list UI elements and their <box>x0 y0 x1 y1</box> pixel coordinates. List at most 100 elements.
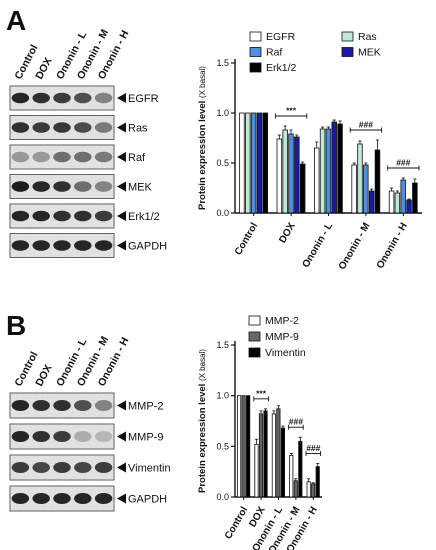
sig-label-0: *** <box>286 106 297 116</box>
band-mmp-2-2 <box>32 400 50 411</box>
band-mmp-9-5 <box>94 431 113 442</box>
band-mek-3 <box>53 181 71 192</box>
blot-label-mmp-9: MMP-9 <box>128 432 163 444</box>
band-gapdh-3 <box>53 240 71 251</box>
x-tick-label-ononin-l: Ononin - L <box>301 221 336 270</box>
band-mmp-9-4 <box>74 431 92 442</box>
bar-mmp-9-dox <box>258 413 264 498</box>
band-mek-2 <box>32 181 50 192</box>
band-mmp-2-3 <box>53 400 71 411</box>
y-tick-label-0-0: 0.0 <box>216 208 229 218</box>
legend-swatch-vimentin <box>248 347 261 358</box>
y-axis-title-text: Protein expression level <box>197 98 208 210</box>
blot-egfr: EGFR <box>9 85 159 111</box>
band-mmp-9-3 <box>53 431 71 442</box>
blot-label-mmp-2: MMP-2 <box>128 401 163 413</box>
sig-label-1: ### <box>289 417 303 427</box>
y-tick-label-1-5: 1.5 <box>216 340 229 350</box>
legend-swatch-mek <box>341 47 354 57</box>
band-ras-3 <box>53 122 71 133</box>
panel-b-blots: MMP-2 MMP-9 Vimentin GAPDH <box>9 392 171 512</box>
sig-label-1: ### <box>359 120 373 130</box>
y-axis-title-unit: (X basal) <box>198 66 207 98</box>
band-vimentin-3 <box>53 462 71 473</box>
legend-swatch-erk1-2 <box>249 62 262 73</box>
band-mmp-9-1 <box>11 431 30 442</box>
blot-arrow-mmp-2 <box>117 400 126 411</box>
legend-swatch-egfr <box>249 31 262 42</box>
y-tick-label-0-5: 0.5 <box>216 158 229 168</box>
bar-raf-ononin-h <box>400 179 406 214</box>
legend-swatch-mmp-9 <box>248 331 261 342</box>
band-vimentin-2 <box>32 462 50 473</box>
bar-mmp-9-ononin-m <box>293 480 298 498</box>
band-gapdh-4 <box>74 493 92 504</box>
blot-arrow-gapdh <box>117 493 126 504</box>
y-tick-label-1-5: 1.5 <box>216 58 229 68</box>
sig-label-2: ### <box>396 158 410 168</box>
y-tick-label-0-5: 0.5 <box>216 441 229 451</box>
band-gapdh-1 <box>11 493 30 504</box>
bar-ras-ononin-h <box>394 192 401 214</box>
band-ras-4 <box>74 122 92 133</box>
y-tick-label-1-0: 1.0 <box>216 108 229 118</box>
y-axis-title-unit: (X basal) <box>198 349 207 381</box>
blot-arrow-erk1-2 <box>117 211 126 221</box>
band-vimentin-5 <box>94 462 113 473</box>
bar-mmp-2-ononin-h <box>306 481 311 498</box>
sig-label-0: *** <box>256 388 267 398</box>
band-gapdh-2 <box>32 493 50 504</box>
band-raf-4 <box>74 151 92 163</box>
panel-b-letter: B <box>6 310 26 341</box>
blot-mmp-9: MMP-9 <box>9 423 163 450</box>
lane-label-dox: DOX <box>33 56 54 82</box>
y-tick-label-0-0: 0.0 <box>216 492 229 502</box>
blot-label-raf: Raf <box>128 152 146 164</box>
bar-erk1-2-control <box>262 112 268 214</box>
band-erk1-2-3 <box>53 210 71 222</box>
lane-label-dox: DOX <box>33 363 54 389</box>
band-erk1-2-1 <box>11 210 30 222</box>
bar-raf-ononin-l <box>325 128 332 214</box>
blot-arrow-ras <box>117 122 126 133</box>
bar-egfr-dox <box>276 138 283 214</box>
legend-label-erk1-2: Erk1/2 <box>266 62 297 74</box>
y-tick-label-1-0: 1.0 <box>216 391 229 401</box>
blot-ras: Ras <box>9 115 148 140</box>
bar-erk1-2-ononin-m <box>374 149 381 214</box>
legend-label-vimentin: Vimentin <box>265 347 306 359</box>
band-erk1-2-4 <box>74 210 92 222</box>
band-vimentin-4 <box>74 462 92 473</box>
band-gapdh-3 <box>53 493 71 504</box>
band-egfr-5 <box>94 92 113 104</box>
band-egfr-3 <box>53 92 71 104</box>
chart-a: Protein expression level (X basal) 0.0 0.5… <box>197 31 422 272</box>
bar-vimentin-ononin-l <box>280 427 285 498</box>
legend-swatch-ras <box>341 31 354 42</box>
band-raf-5 <box>94 151 113 163</box>
blot-gapdh: GAPDH <box>9 485 167 512</box>
blot-arrow-egfr <box>117 93 126 103</box>
y-axis-title: Protein expression level (X basal) <box>197 349 208 493</box>
x-tick-label-control: Control <box>223 505 250 541</box>
blot-erk1-2: Erk1/2 <box>9 203 160 229</box>
blot-label-ras: Ras <box>128 123 148 135</box>
bar-erk1-2-ononin-h <box>412 182 418 214</box>
blot-label-egfr: EGFR <box>128 93 159 105</box>
bar-egfr-control <box>239 112 245 214</box>
legend-swatch-mmp-2 <box>248 315 261 326</box>
band-ras-5 <box>94 122 113 133</box>
bar-mmp-2-ononin-l <box>271 413 276 498</box>
x-tick-label-control: Control <box>233 221 260 257</box>
band-erk1-2-5 <box>94 210 113 222</box>
bar-mmp-2-ononin-m <box>289 455 294 498</box>
band-ras-1 <box>11 122 30 133</box>
bar-egfr-ononin-l <box>314 147 320 214</box>
band-erk1-2-2 <box>32 210 50 222</box>
band-egfr-1 <box>11 92 30 104</box>
blot-arrow-mek <box>117 181 126 192</box>
band-gapdh-5 <box>94 240 113 251</box>
blot-label-gapdh: GAPDH <box>128 494 167 506</box>
